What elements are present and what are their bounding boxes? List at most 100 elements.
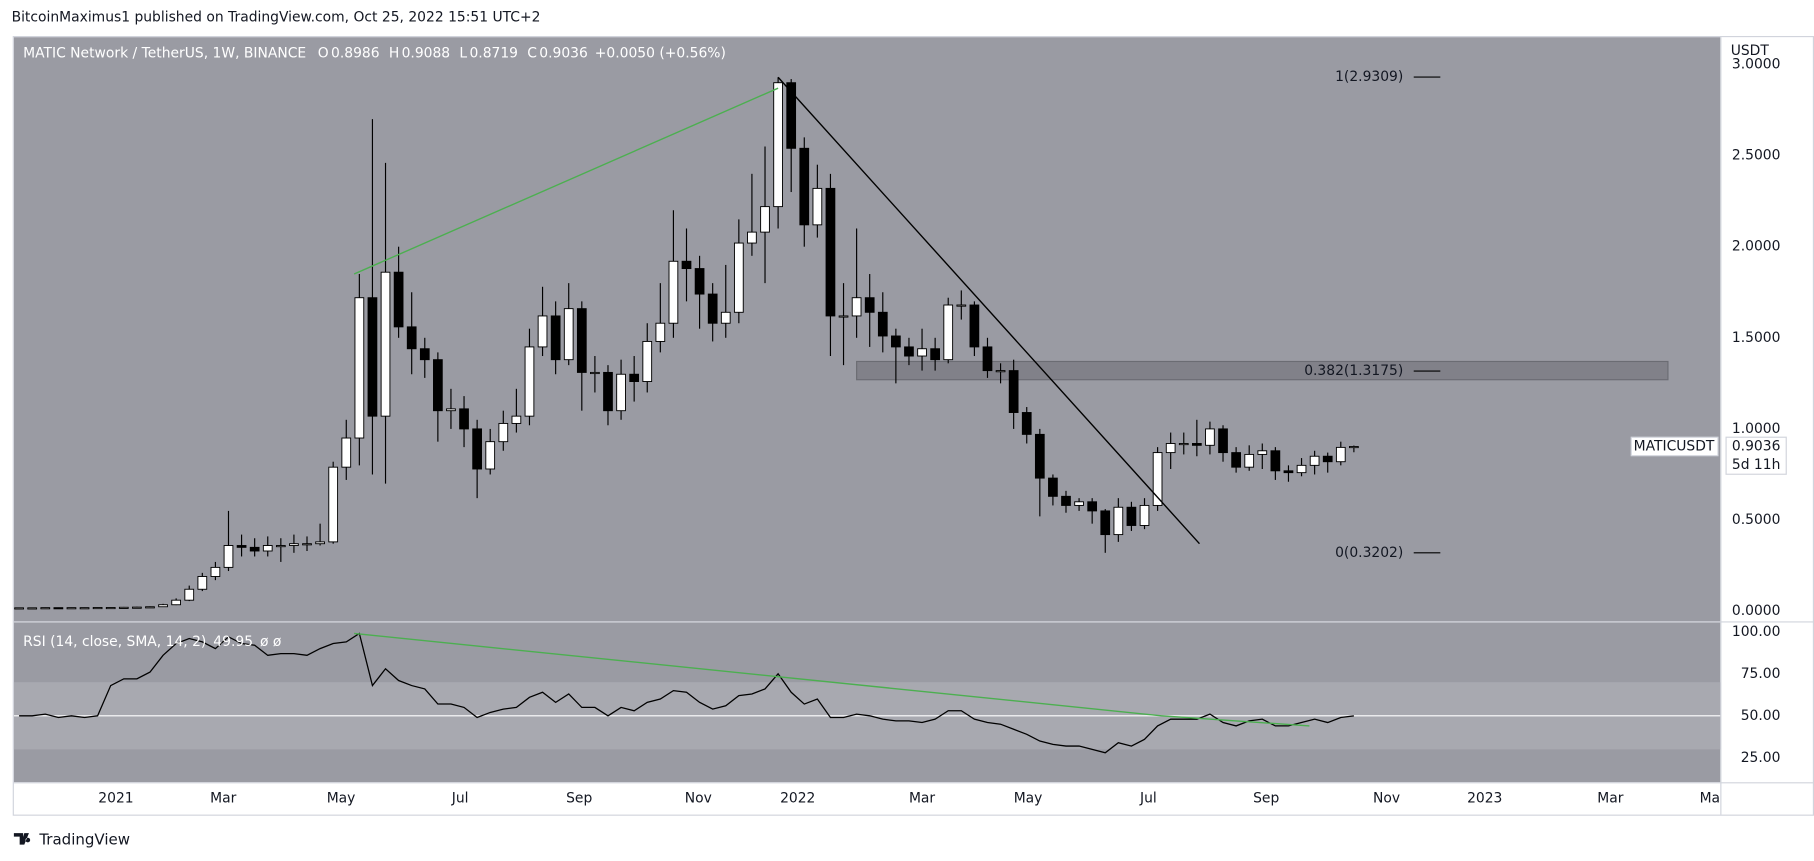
candle-body — [812, 187, 823, 226]
candle-body — [1061, 495, 1071, 506]
candle-body — [733, 242, 744, 313]
candle-body — [1100, 510, 1111, 536]
candle-body — [1191, 443, 1202, 446]
candle-body — [328, 466, 339, 543]
candle-body — [249, 546, 260, 552]
candle-body — [930, 348, 940, 361]
candle-body — [891, 335, 901, 348]
brand-name: TradingView — [38, 831, 130, 849]
price-label-box — [1725, 436, 1787, 475]
candle-body — [210, 566, 221, 577]
candle-body — [760, 206, 770, 233]
candle-body — [1113, 506, 1124, 536]
candle-body — [563, 308, 574, 361]
candle-body — [1205, 428, 1215, 446]
candle-body — [1231, 452, 1241, 468]
candle-body — [459, 408, 469, 430]
candle-body — [590, 371, 600, 375]
candle-body — [236, 545, 247, 548]
candle-body — [982, 346, 993, 372]
candle-body — [786, 82, 797, 149]
candle-body — [1074, 501, 1084, 506]
candle-body — [655, 322, 666, 342]
fib-label: 1(2.9309) — [1335, 69, 1403, 85]
candle-body — [302, 543, 312, 546]
candle-body — [105, 607, 116, 610]
candle-body — [773, 82, 783, 208]
candle-body — [1283, 470, 1294, 474]
plot-layer: 1(2.9309) 0.382(1.3175) 0(0.3202) — [13, 69, 1721, 754]
candle-body — [576, 308, 587, 373]
candle-body — [498, 422, 509, 443]
candle-body — [1165, 443, 1176, 454]
candle-body — [668, 260, 679, 324]
candle-body — [1349, 446, 1359, 449]
candle-body — [851, 297, 862, 317]
candle-body — [1178, 443, 1189, 446]
candle-body — [707, 293, 718, 324]
y-tick-label: 75.00 — [1741, 666, 1781, 682]
candle-body — [485, 441, 496, 470]
candle-body — [341, 437, 352, 468]
candle-body — [367, 297, 378, 417]
countdown-label: 5d 11h — [1732, 457, 1781, 473]
candle-body — [1034, 433, 1045, 479]
candle-body — [1048, 477, 1058, 497]
y-tick-label: 2.5000 — [1732, 148, 1781, 164]
candle-body — [118, 606, 129, 609]
candle-body — [1309, 455, 1320, 466]
candle-body — [1152, 452, 1163, 506]
trend-line — [354, 632, 1162, 717]
candle-body — [158, 604, 168, 608]
fib-label: 0(0.3202) — [1335, 545, 1403, 561]
candle-body — [969, 304, 980, 348]
candle-body — [79, 607, 90, 610]
candle-body — [799, 147, 810, 226]
candle-body — [1126, 506, 1137, 526]
x-tick-label: Mar — [909, 790, 935, 806]
x-tick-label: Nov — [1373, 790, 1400, 806]
candle-body — [433, 359, 443, 412]
trend-line — [353, 87, 779, 275]
candle-body — [446, 408, 456, 412]
rsi-line — [19, 632, 1354, 754]
x-tick-label: Sep — [566, 790, 592, 806]
candle-body — [27, 607, 38, 610]
y-tick-label: 2.0000 — [1732, 239, 1781, 255]
candle-body — [550, 315, 561, 361]
y-tick-label: 25.00 — [1741, 750, 1781, 766]
x-tick-label: Jul — [1139, 790, 1157, 806]
fib-label: 0.382(1.3175) — [1304, 363, 1403, 379]
candle-body — [1257, 450, 1268, 455]
candle-body — [1296, 464, 1307, 474]
x-tick-label: Mar — [210, 790, 236, 806]
x-tick-label: May — [327, 790, 356, 806]
candle-body — [472, 428, 482, 470]
candle-body — [904, 346, 914, 357]
candle-body — [289, 543, 299, 546]
candle-body — [694, 268, 705, 295]
candle-body — [1008, 370, 1019, 413]
candle-body — [66, 607, 77, 610]
candle-body — [838, 315, 849, 318]
publish-info: BitcoinMaximus1 published on TradingView… — [12, 9, 541, 25]
x-tick-label: Jul — [451, 790, 469, 806]
candle-body — [393, 271, 404, 328]
x-tick-label: 2022 — [780, 790, 815, 806]
candle-body — [681, 260, 692, 270]
candle-body — [956, 304, 967, 307]
symbol-label-box — [1630, 436, 1719, 457]
candle-body — [406, 326, 417, 350]
candle-body — [171, 599, 182, 606]
candle-body — [315, 541, 325, 545]
y-tick-label: 50.00 — [1741, 708, 1781, 724]
candle-body — [40, 607, 51, 610]
axis-unit: USDT — [1731, 43, 1770, 59]
y-tick-label: 0.5000 — [1732, 512, 1781, 528]
candle-body — [1021, 412, 1032, 435]
candle-body — [603, 371, 613, 412]
brand-logo — [13, 833, 31, 845]
candle-body — [145, 606, 155, 609]
